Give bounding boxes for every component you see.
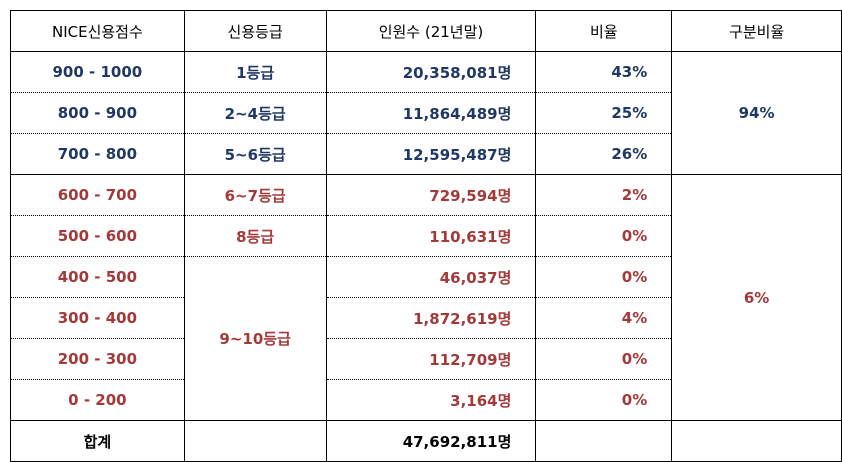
count-cell: 46,037명	[325, 256, 537, 298]
score-cell: 700 - 800	[10, 133, 185, 175]
grade-cell: 5~6등급	[183, 133, 327, 175]
ratio-cell: 0%	[535, 338, 673, 380]
count-cell: 3,164명	[325, 379, 537, 421]
grade-cell: 2~4등급	[183, 92, 327, 134]
table-row: 500 - 600 8등급 110,631명 0%	[10, 215, 842, 257]
grade-cell-merged: 9~10등급	[183, 256, 327, 421]
table-row: 200 - 300 112,709명 0%	[10, 338, 842, 380]
total-group-ratio-empty	[671, 420, 842, 462]
score-cell: 500 - 600	[10, 215, 185, 257]
ratio-cell: 2%	[535, 174, 673, 216]
grade-cell: 1등급	[183, 51, 327, 93]
total-row: 합계 47,692,811명	[10, 420, 842, 462]
table-row: 800 - 900 2~4등급 11,864,489명 25%	[10, 92, 842, 134]
count-cell: 12,595,487명	[325, 133, 537, 175]
table-row: 400 - 500 9~10등급 46,037명 0%	[10, 256, 842, 421]
table-row: 700 - 800 5~6등급 12,595,487명 26%	[10, 133, 842, 175]
ratio-cell: 43%	[535, 51, 673, 93]
header-group-ratio: 구분비율	[671, 10, 842, 52]
table-row: 900 - 1000 1등급 20,358,081명 43% 94%	[10, 51, 842, 175]
table-row: 0 - 200 3,164명 0%	[10, 379, 842, 421]
score-cell: 200 - 300	[10, 338, 185, 380]
group-ratio-upper: 94%	[671, 51, 842, 175]
total-grade-empty	[183, 420, 327, 462]
credit-score-table: NICE신용점수 신용등급 인원수 (21년말) 비율 구분비율 900 - 1…	[10, 10, 842, 462]
score-cell: 800 - 900	[10, 92, 185, 134]
grade-cell: 6~7등급	[183, 174, 327, 216]
score-cell: 0 - 200	[10, 379, 185, 421]
count-cell: 110,631명	[325, 215, 537, 257]
count-cell: 729,594명	[325, 174, 537, 216]
table-row: 600 - 700 6~7등급 729,594명 2% 6%	[10, 174, 842, 421]
score-cell: 300 - 400	[10, 297, 185, 339]
header-ratio: 비율	[535, 10, 673, 52]
ratio-cell: 25%	[535, 92, 673, 134]
ratio-cell: 0%	[535, 379, 673, 421]
ratio-cell: 0%	[535, 256, 673, 298]
score-cell: 600 - 700	[10, 174, 185, 216]
score-cell: 900 - 1000	[10, 51, 185, 93]
total-ratio-empty	[535, 420, 673, 462]
credit-score-table-container: NICE신용점수 신용등급 인원수 (21년말) 비율 구분비율 900 - 1…	[10, 10, 842, 462]
header-grade: 신용등급	[183, 10, 327, 52]
group-ratio-lower: 6%	[671, 174, 842, 421]
header-row: NICE신용점수 신용등급 인원수 (21년말) 비율 구분비율	[10, 10, 842, 52]
grade-cell: 8등급	[183, 215, 327, 257]
ratio-cell: 26%	[535, 133, 673, 175]
header-score: NICE신용점수	[10, 10, 185, 52]
score-cell: 400 - 500	[10, 256, 185, 298]
ratio-cell: 0%	[535, 215, 673, 257]
count-cell: 20,358,081명	[325, 51, 537, 93]
total-label: 합계	[10, 420, 185, 462]
count-cell: 1,872,619명	[325, 297, 537, 339]
header-count: 인원수 (21년말)	[325, 10, 537, 52]
ratio-cell: 4%	[535, 297, 673, 339]
count-cell: 11,864,489명	[325, 92, 537, 134]
count-cell: 112,709명	[325, 338, 537, 380]
table-row: 300 - 400 1,872,619명 4%	[10, 297, 842, 339]
total-count: 47,692,811명	[325, 420, 537, 462]
